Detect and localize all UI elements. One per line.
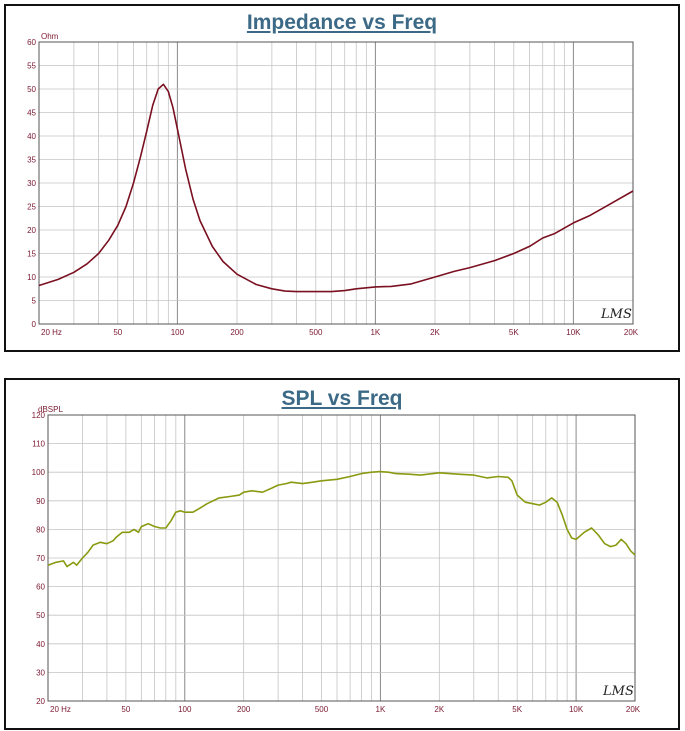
x-tick-label: 5K <box>509 328 519 337</box>
x-tick-label: 5K <box>512 705 522 714</box>
x-tick-label: 2K <box>434 705 444 714</box>
series-line <box>38 83 634 293</box>
lms-logo: LMS <box>602 684 634 699</box>
x-tick-label: 100 <box>171 328 185 337</box>
y-tick-label: 120 <box>32 411 46 420</box>
x-tick-label: 1K <box>370 328 380 337</box>
x-tick-label: 10K <box>569 705 584 714</box>
series-line <box>47 470 636 568</box>
y-tick-label: 60 <box>36 583 45 592</box>
x-tick-label: 20 Hz <box>41 328 62 337</box>
plot-frame <box>38 41 634 325</box>
y-tick-label: 50 <box>36 611 45 620</box>
y-tick-label: 45 <box>27 109 36 118</box>
x-tick-label: 20K <box>624 328 639 337</box>
chart-title: SPL vs Freq <box>281 387 403 410</box>
y-tick-label: 5 <box>32 297 37 306</box>
y-tick-label: 25 <box>27 203 36 212</box>
impedance-chart-panel: Impedance vs Freq 0 5 10 15 20 25 30 35 40 45 50 55… <box>4 4 680 352</box>
y-tick-label: 40 <box>27 132 36 141</box>
y-tick-label: 30 <box>27 179 36 188</box>
y-tick-label: 90 <box>36 497 45 506</box>
y-tick-label: 100 <box>32 468 46 477</box>
plot-frame <box>47 414 636 702</box>
x-tick-label: 200 <box>237 705 251 714</box>
y-tick-label: 60 <box>27 38 36 47</box>
y-tick-label: 110 <box>32 440 45 449</box>
y-tick-label: 40 <box>36 640 45 649</box>
x-tick-label: 2K <box>430 328 440 337</box>
impedance-chart-plot: 0 5 10 15 20 25 30 35 40 45 50 55 60 Ohm 20 Hz 50 100 200… <box>27 32 639 337</box>
y-tick-label: 10 <box>27 273 36 282</box>
y-axis-unit-label: Ohm <box>41 32 59 41</box>
x-tick-label: 500 <box>315 705 329 714</box>
y-tick-label: 80 <box>36 525 45 534</box>
x-tick-label: 50 <box>113 328 122 337</box>
y-axis-unit-label: dBSPL <box>38 405 63 414</box>
y-tick-label: 55 <box>27 62 36 71</box>
chart-title: Impedance vs Freq <box>246 11 438 34</box>
x-tick-label: 500 <box>309 328 323 337</box>
y-tick-label: 15 <box>27 250 36 259</box>
grid <box>38 41 634 325</box>
x-tick-label: 10K <box>566 328 581 337</box>
y-tick-label: 70 <box>36 554 45 563</box>
x-tick-label: 20 Hz <box>50 705 71 714</box>
y-tick-label: 50 <box>27 85 36 94</box>
x-tick-label: 50 <box>121 705 130 714</box>
y-tick-label: 20 <box>27 226 36 235</box>
lms-logo: LMS <box>600 307 632 322</box>
y-tick-label: 0 <box>32 320 37 329</box>
y-tick-label: 20 <box>36 697 45 706</box>
x-tick-label: 200 <box>230 328 244 337</box>
x-tick-label: 20K <box>626 705 641 714</box>
y-tick-label: 30 <box>36 668 45 677</box>
x-tick-label: 1K <box>376 705 386 714</box>
y-tick-label: 35 <box>27 156 36 165</box>
x-tick-label: 100 <box>178 705 192 714</box>
grid <box>47 414 636 702</box>
spl-chart-panel: SPL vs Freq 20 30 40 50 60 70 80 90 100 110 120 dBS… <box>4 378 680 730</box>
